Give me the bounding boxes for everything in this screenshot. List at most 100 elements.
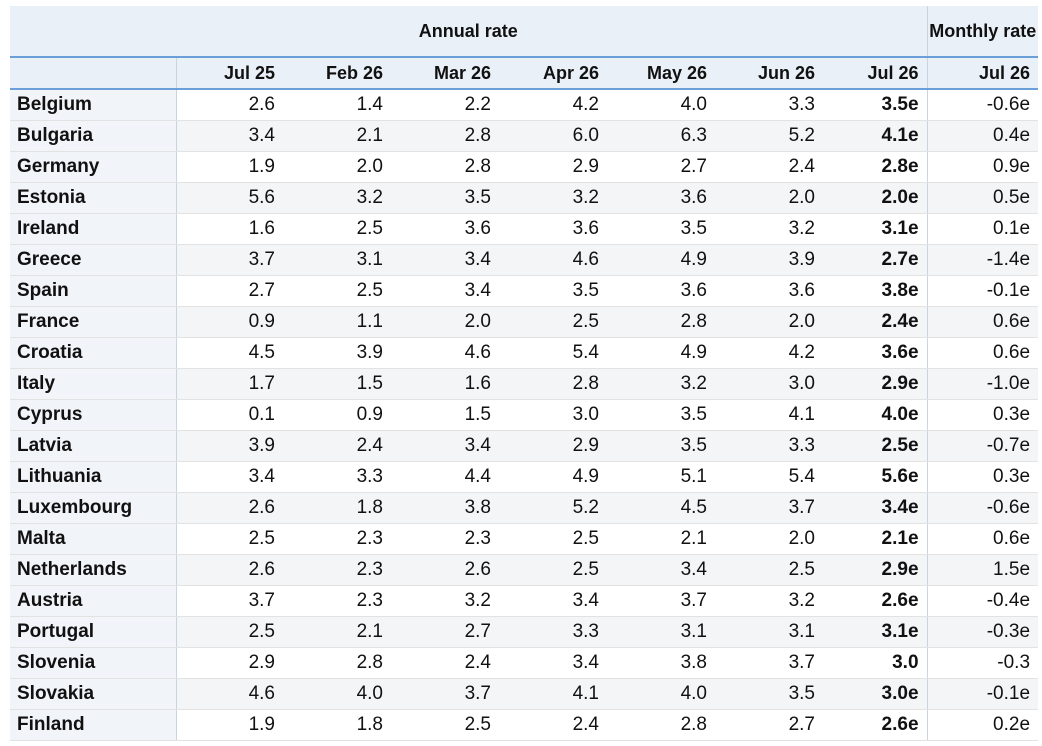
rate-cell: 2.6 bbox=[175, 492, 283, 524]
rate-cell: 1.9 bbox=[175, 709, 283, 741]
rate-cell: 3.1e bbox=[823, 616, 928, 648]
column-header: Apr 26 bbox=[499, 57, 607, 90]
rate-cell: 3.0 bbox=[715, 368, 823, 400]
rate-cell: 2.8 bbox=[499, 368, 607, 400]
country-name: Germany bbox=[10, 151, 176, 183]
table-row: Bulgaria 3.4 2.1 2.8 6.0 6.3 5.2 4.1e 0.4e bbox=[10, 120, 1039, 152]
rate-cell: 3.9 bbox=[715, 244, 823, 276]
rate-cell: 2.9 bbox=[499, 430, 607, 462]
rate-cell: 0.6e bbox=[926, 337, 1039, 369]
rate-cell: 1.5e bbox=[926, 554, 1039, 586]
rate-cell: 2.5 bbox=[175, 616, 283, 648]
rate-cell: 2.5 bbox=[499, 554, 607, 586]
rate-cell: 4.6 bbox=[175, 678, 283, 710]
rate-cell: 4.5 bbox=[175, 337, 283, 369]
column-header-row: Jul 25 Feb 26 Mar 26 Apr 26 May 26 Jun 26 Jul … bbox=[10, 57, 1039, 90]
column-header: Jul 25 bbox=[175, 57, 283, 90]
rate-cell: 3.3 bbox=[283, 461, 391, 493]
rate-cell: 1.8 bbox=[283, 492, 391, 524]
rate-cell: 2.0 bbox=[283, 151, 391, 183]
country-name: Luxembourg bbox=[10, 492, 176, 524]
rate-cell: 2.5 bbox=[283, 213, 391, 245]
rate-cell: -0.3 bbox=[926, 647, 1039, 679]
inflation-table: Annual rate Monthly rate Jul 25 Feb 26 Mar… bbox=[10, 6, 1039, 741]
rate-cell: 3.5 bbox=[499, 275, 607, 307]
country-name: Austria bbox=[10, 585, 176, 617]
rate-cell: 2.4 bbox=[499, 709, 607, 741]
rate-cell: -0.6e bbox=[926, 89, 1039, 121]
rate-cell: 3.6 bbox=[715, 275, 823, 307]
rate-cell: -0.7e bbox=[926, 430, 1039, 462]
rate-cell: 4.0 bbox=[283, 678, 391, 710]
rate-cell: 4.0 bbox=[607, 89, 715, 121]
rate-cell: 4.9 bbox=[607, 244, 715, 276]
rate-cell: 0.1e bbox=[926, 213, 1039, 245]
rate-cell: 2.5 bbox=[283, 275, 391, 307]
rate-cell: 2.9e bbox=[823, 368, 928, 400]
rate-cell: 4.1e bbox=[823, 120, 928, 152]
rate-cell: 5.2 bbox=[499, 492, 607, 524]
table-row: Ireland 1.6 2.5 3.6 3.6 3.5 3.2 3.1e 0.1e bbox=[10, 213, 1039, 245]
country-name: Lithuania bbox=[10, 461, 176, 493]
table-body: Belgium 2.6 1.4 2.2 4.2 4.0 3.3 3.5e -0.6e Bulgar… bbox=[10, 89, 1039, 741]
rate-cell: 2.5 bbox=[175, 523, 283, 555]
rate-cell: 3.4e bbox=[823, 492, 928, 524]
rate-cell: 2.7 bbox=[391, 616, 499, 648]
country-name: Netherlands bbox=[10, 554, 176, 586]
rate-cell: 2.6e bbox=[823, 709, 928, 741]
rate-cell: 2.5 bbox=[499, 306, 607, 338]
rate-cell: 0.1 bbox=[175, 399, 283, 431]
rate-cell: 1.1 bbox=[283, 306, 391, 338]
country-name: Belgium bbox=[10, 89, 176, 121]
rate-cell: 2.0e bbox=[823, 182, 928, 214]
rate-cell: 1.6 bbox=[391, 368, 499, 400]
table-row: Malta 2.5 2.3 2.3 2.5 2.1 2.0 2.1e 0.6e bbox=[10, 523, 1039, 555]
country-name: Slovenia bbox=[10, 647, 176, 679]
column-header: May 26 bbox=[607, 57, 715, 90]
rate-cell: 2.9 bbox=[175, 647, 283, 679]
rate-cell: 3.2 bbox=[391, 585, 499, 617]
rate-cell: 3.7 bbox=[391, 678, 499, 710]
table-row: Lithuania 3.4 3.3 4.4 4.9 5.1 5.4 5.6e 0.3e bbox=[10, 461, 1039, 493]
rate-cell: 3.4 bbox=[499, 585, 607, 617]
rate-cell: 2.2 bbox=[391, 89, 499, 121]
country-name: Malta bbox=[10, 523, 176, 555]
rate-cell: 0.3e bbox=[926, 399, 1039, 431]
rate-cell: 2.6 bbox=[391, 554, 499, 586]
country-name: Finland bbox=[10, 709, 176, 741]
rate-cell: 3.4 bbox=[391, 430, 499, 462]
rate-cell: 3.1e bbox=[823, 213, 928, 245]
corner-cell bbox=[10, 57, 176, 90]
rate-cell: 2.5 bbox=[499, 523, 607, 555]
rate-cell: 3.1 bbox=[607, 616, 715, 648]
rate-cell: 3.9 bbox=[283, 337, 391, 369]
rate-cell: 2.0 bbox=[715, 306, 823, 338]
rate-cell: 1.4 bbox=[283, 89, 391, 121]
rate-cell: 3.6 bbox=[607, 182, 715, 214]
rate-cell: 2.7 bbox=[607, 151, 715, 183]
rate-cell: 3.9 bbox=[175, 430, 283, 462]
rate-cell: 3.2 bbox=[715, 585, 823, 617]
table-row: Netherlands 2.6 2.3 2.6 2.5 3.4 2.5 2.9e 1.5e bbox=[10, 554, 1039, 586]
table-row: Cyprus 0.1 0.9 1.5 3.0 3.5 4.1 4.0e 0.3e bbox=[10, 399, 1039, 431]
rate-cell: 4.2 bbox=[715, 337, 823, 369]
rate-cell: 2.4 bbox=[715, 151, 823, 183]
rate-cell: 0.9e bbox=[926, 151, 1039, 183]
rate-cell: 3.2 bbox=[715, 213, 823, 245]
table-row: Italy 1.7 1.5 1.6 2.8 3.2 3.0 2.9e -1.0e bbox=[10, 368, 1039, 400]
column-header: Feb 26 bbox=[283, 57, 391, 90]
rate-cell: 0.2e bbox=[926, 709, 1039, 741]
rate-cell: 3.7 bbox=[607, 585, 715, 617]
rate-cell: -0.1e bbox=[926, 678, 1039, 710]
rate-cell: 4.9 bbox=[499, 461, 607, 493]
rate-cell: 2.3 bbox=[391, 523, 499, 555]
country-name: Spain bbox=[10, 275, 176, 307]
rate-cell: 3.5e bbox=[823, 89, 928, 121]
rate-cell: 2.1 bbox=[607, 523, 715, 555]
rate-cell: -0.1e bbox=[926, 275, 1039, 307]
rate-cell: 3.6 bbox=[607, 275, 715, 307]
rate-cell: 3.4 bbox=[175, 120, 283, 152]
rate-cell: 2.5 bbox=[715, 554, 823, 586]
rate-cell: -0.6e bbox=[926, 492, 1039, 524]
